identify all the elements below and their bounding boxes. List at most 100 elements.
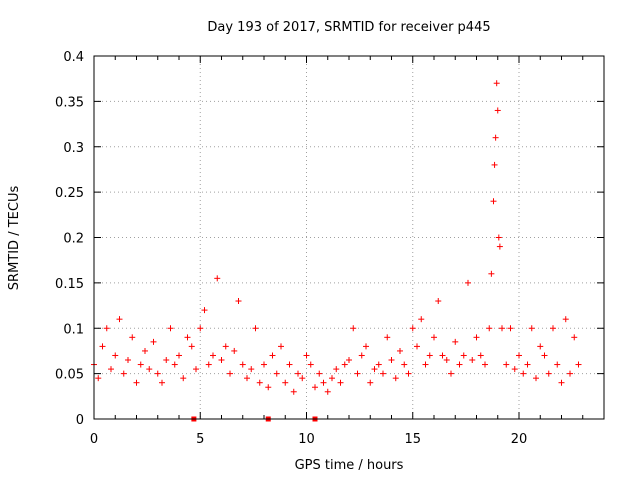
data-point — [99, 343, 106, 350]
chart-title: Day 193 of 2017, SRMTID for receiver p44… — [207, 20, 490, 35]
data-point — [528, 325, 535, 332]
data-point — [273, 370, 280, 377]
data-point — [184, 334, 191, 341]
data-point — [239, 361, 246, 368]
data-point — [550, 325, 556, 332]
data-point — [426, 352, 433, 359]
data-point — [137, 361, 144, 368]
data-point — [248, 366, 255, 373]
plot-frame — [93, 55, 605, 420]
data-point — [384, 334, 391, 341]
data-point — [409, 325, 416, 332]
data-point — [367, 379, 374, 386]
data-point — [363, 343, 369, 350]
data-point — [125, 357, 131, 364]
data-point — [112, 352, 119, 359]
data-point — [299, 375, 306, 382]
data-point — [401, 361, 408, 368]
data-point — [448, 370, 454, 377]
data-point — [341, 361, 348, 368]
data-point — [507, 325, 514, 332]
y-axis-label: SRMTID / TECUs — [7, 186, 22, 291]
data-point — [473, 334, 480, 341]
data-point — [197, 325, 204, 332]
x-tick-label: 15 — [404, 432, 421, 447]
data-point — [405, 370, 412, 377]
data-point — [333, 366, 340, 373]
data-point — [443, 357, 450, 364]
data-point — [290, 388, 297, 395]
data-point — [324, 388, 331, 395]
data-point — [554, 361, 561, 368]
data-point — [129, 334, 136, 341]
data-point — [494, 107, 501, 114]
data-point — [142, 347, 148, 354]
data-point — [231, 347, 238, 354]
data-point — [95, 375, 102, 382]
data-point — [256, 379, 263, 386]
x-tick-label: 20 — [511, 432, 528, 447]
data-point — [193, 366, 199, 373]
data-point — [312, 384, 318, 391]
data-point — [282, 379, 289, 386]
data-point — [388, 357, 395, 364]
data-point — [562, 316, 569, 323]
data-point — [214, 275, 221, 282]
data-point — [469, 357, 476, 364]
data-point — [490, 198, 497, 205]
data-point — [303, 352, 310, 359]
data-point — [486, 325, 493, 332]
data-point — [286, 361, 293, 368]
data-point — [163, 357, 170, 364]
data-point — [227, 370, 233, 377]
data-point — [171, 361, 178, 368]
data-point — [244, 375, 250, 382]
data-point — [278, 343, 284, 350]
data-point — [295, 370, 301, 377]
data-point — [456, 361, 463, 368]
data-point — [188, 343, 195, 350]
data-point — [520, 370, 527, 377]
data-point — [435, 298, 442, 305]
data-point — [167, 325, 174, 332]
data-point — [337, 379, 344, 386]
data-point — [418, 316, 425, 323]
x-axis-label: GPS time / hours — [295, 458, 404, 473]
data-point — [120, 370, 127, 377]
axis-layer: 0 0.05 0.1 0.15 0.2 0.25 0.3 0.35 0.4 0 5 10 15 20 — [55, 50, 604, 447]
data-point — [477, 352, 484, 359]
data-point — [103, 325, 110, 332]
data-point — [222, 343, 229, 350]
data-point — [452, 338, 459, 345]
data-point — [397, 347, 403, 354]
data-point — [541, 352, 548, 359]
data-point — [201, 307, 208, 314]
y-tick-label: 0.4 — [63, 50, 84, 65]
x-tick-label: 10 — [298, 432, 315, 447]
y-tick-label: 0.1 — [63, 322, 84, 337]
data-point — [392, 375, 399, 382]
data-point — [503, 361, 510, 368]
data-point — [329, 375, 335, 382]
data-point — [496, 243, 503, 250]
data-point — [524, 361, 531, 368]
data-point — [431, 334, 437, 341]
data-point — [488, 270, 495, 277]
data-point — [358, 352, 365, 359]
data-point — [493, 80, 500, 87]
y-tick-label: 0 — [76, 413, 84, 428]
data-point — [354, 370, 361, 377]
y-tick-label: 0.35 — [55, 95, 84, 110]
data-point — [210, 352, 216, 359]
y-tick-label: 0.15 — [55, 277, 84, 292]
data-point — [269, 352, 276, 359]
data-point — [375, 361, 382, 368]
y-tick-label: 0.3 — [63, 141, 84, 156]
data-point — [176, 352, 182, 359]
x-tick-label: 5 — [196, 432, 204, 447]
data-point — [133, 379, 140, 386]
data-point — [371, 366, 378, 373]
data-point — [154, 370, 161, 377]
data-point — [265, 384, 272, 391]
